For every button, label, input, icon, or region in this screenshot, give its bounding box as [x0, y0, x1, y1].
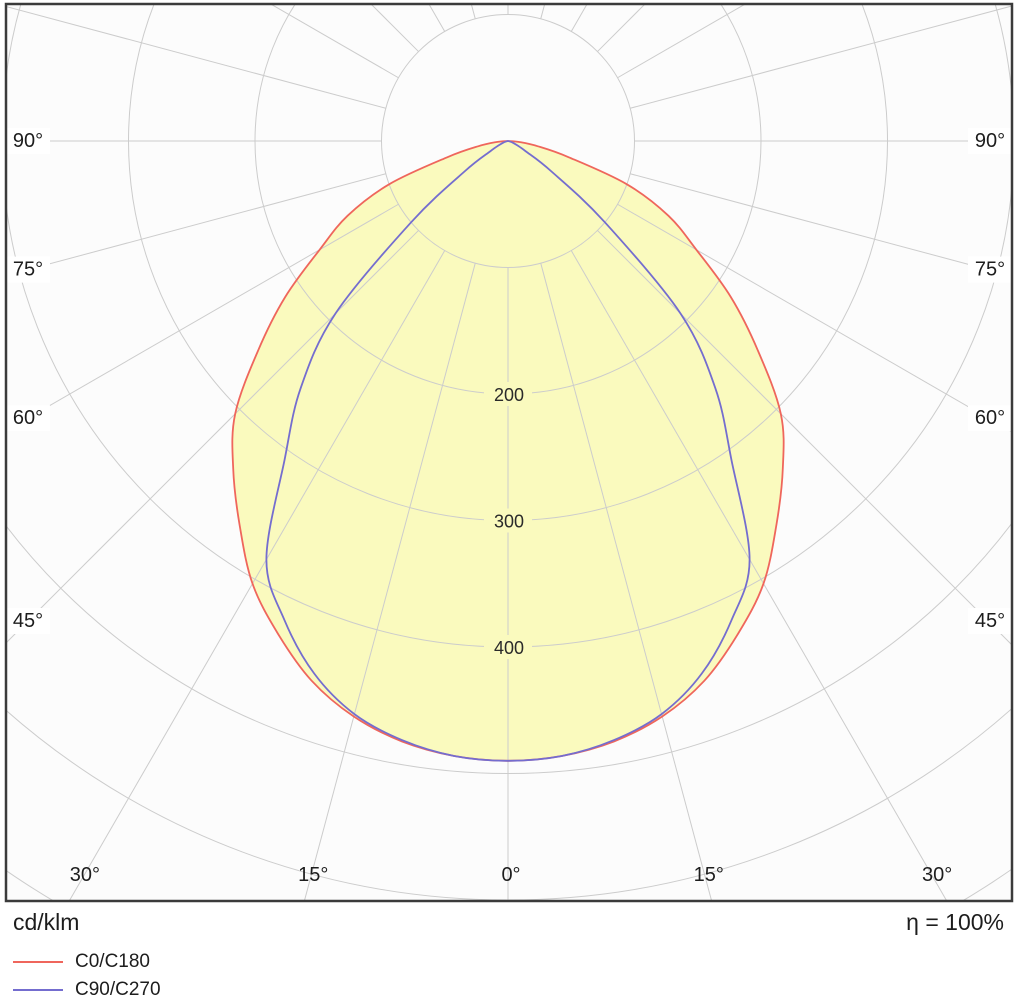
legend-label-c90-c270: C90/C270	[75, 979, 161, 1000]
grid-ray-300	[6, 203, 399, 432]
radius-label-backing	[484, 635, 532, 659]
grid-ray-60	[617, 203, 1012, 433]
grid-ray-330	[68, 250, 446, 901]
angle-label-backing	[968, 405, 1012, 432]
angle-label-backing	[6, 128, 50, 154]
unit-label: cd/klm	[13, 909, 80, 935]
legend-line-c0-c180	[13, 961, 63, 963]
angle-label-right-75: 75°	[975, 259, 1005, 281]
legend-item-c90-c270: C90/C270	[13, 976, 273, 1004]
angle-label-right-60: 60°	[975, 407, 1005, 429]
angle-label-bottom-4: 30°	[922, 864, 952, 886]
legend-item-c0-c180: C0/C180	[13, 948, 273, 976]
angle-label-left-75: 75°	[13, 259, 43, 281]
legend: C0/C180 C90/C270	[13, 948, 273, 1004]
grid-ray-30	[570, 250, 948, 901]
angle-label-backing	[6, 608, 50, 634]
legend-label-c0-c180: C0/C180	[75, 951, 150, 972]
radius-label-backing	[484, 508, 532, 533]
angle-label-right-90: 90°	[975, 130, 1005, 152]
angle-label-left-45: 45°	[13, 610, 43, 632]
angle-label-bottom-0: 30°	[70, 864, 100, 886]
grid-ray-285	[6, 173, 386, 277]
angle-label-backing	[6, 256, 50, 283]
angle-label-right-45: 45°	[975, 610, 1005, 632]
grid-ray-345	[303, 263, 476, 901]
grid-ray-105	[630, 5, 1012, 109]
angle-label-backing	[968, 608, 1012, 634]
angle-label-left-90: 90°	[13, 130, 43, 152]
angle-label-backing	[6, 405, 50, 432]
curve-c90-c270	[265, 140, 751, 762]
angle-label-bottom-3: 15°	[694, 864, 724, 886]
radius-label-300: 300	[494, 512, 524, 532]
grid-ray-255	[6, 5, 386, 109]
plot-border	[4, 2, 1014, 903]
radius-label-backing	[484, 382, 532, 406]
angle-label-backing	[968, 256, 1012, 283]
efficiency-label: η = 100%	[906, 909, 1004, 935]
angle-label-bottom-1: 15°	[298, 864, 328, 886]
grid-ray-45	[597, 230, 1012, 646]
angle-label-left-60: 60°	[13, 407, 43, 429]
radius-label-400: 400	[494, 638, 524, 658]
grid-ray-75	[630, 173, 1012, 277]
grid-ray-15	[540, 263, 713, 901]
grid-ray-315	[6, 230, 419, 644]
angle-label-backing	[968, 128, 1012, 154]
legend-line-c90-c270	[13, 989, 63, 991]
angle-label-bottom-2: 0°	[501, 864, 520, 886]
radius-label-200: 200	[494, 385, 524, 405]
